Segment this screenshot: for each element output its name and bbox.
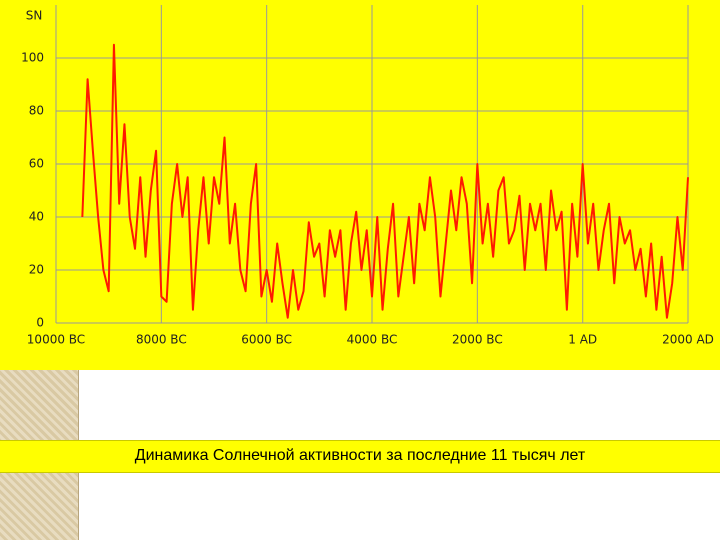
y-axis-label: SN (26, 9, 43, 23)
y-tick-label: 100 (21, 51, 44, 65)
y-tick-label: 20 (29, 263, 44, 277)
x-tick-label: 2000 BC (452, 333, 503, 347)
y-tick-label: 80 (29, 104, 44, 118)
x-tick-label: 6000 BC (241, 333, 292, 347)
caption-band (0, 440, 720, 473)
caption: Динамика Солнечной активности за последн… (134, 447, 586, 464)
x-tick-label: 8000 BC (136, 333, 187, 347)
y-tick-label: 60 (29, 157, 44, 171)
chart: SN 0 20 40 60 80 100 10000 BC 8000 BC 6000 BC 400… (0, 0, 720, 370)
y-tick-label: 0 (36, 316, 44, 330)
x-tick-label: 2000 AD (662, 333, 714, 347)
x-tick-label: 4000 BC (347, 333, 398, 347)
line-series (81, 43, 689, 319)
x-tick-label: 1 AD (568, 333, 597, 347)
x-tick-label: 10000 BC (27, 333, 85, 347)
chart-background (0, 0, 720, 370)
y-tick-label: 40 (29, 210, 44, 224)
